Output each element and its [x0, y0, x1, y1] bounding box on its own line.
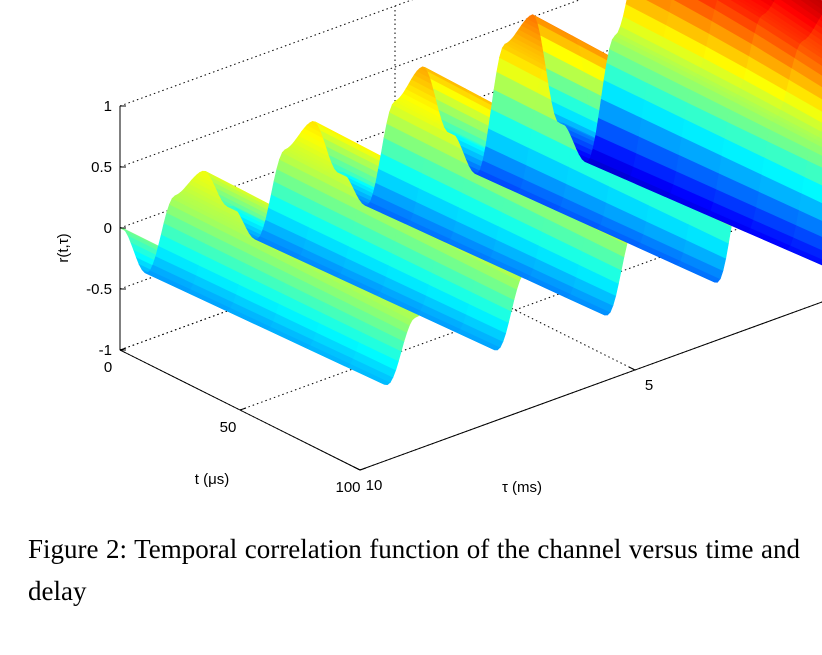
axes: 10.50-0.5-10501000510 [86, 98, 822, 496]
correlation-surface [119, 0, 822, 386]
surface-patch [751, 0, 772, 11]
axis-labels: r(t,τ) t (μs) τ (ms) [55, 233, 542, 496]
z-tick-label: -0.5 [86, 281, 112, 298]
tau-tick [628, 366, 636, 371]
t-tick [359, 467, 367, 471]
t-tick-label: 50 [220, 419, 237, 436]
surface-patch [815, 0, 822, 5]
tau-tick [353, 466, 361, 471]
t-tick [119, 347, 127, 351]
grid-line [119, 0, 581, 168]
surface-patch [760, 0, 774, 7]
figure-caption: Figure 2: Temporal correlation function … [28, 534, 800, 606]
tau-tick-label: 10 [366, 477, 383, 494]
z-axis-label: r(t,τ) [55, 233, 72, 262]
t-tick-label: 0 [104, 359, 112, 376]
t-tick [239, 407, 247, 411]
y-axis-label: τ (ms) [502, 479, 542, 496]
z-tick-label: -1 [99, 342, 112, 359]
grid-line [119, 0, 413, 107]
surface-plot: 10.50-0.5-10501000510 r(t,τ) t (μs) τ (m… [55, 0, 822, 496]
grid-line [239, 209, 791, 411]
z-tick-label: 0 [104, 220, 112, 237]
x-axis-label: t (μs) [195, 471, 229, 488]
surface-patch [770, 0, 775, 2]
surface-patch [697, 0, 718, 10]
z-tick-label: 1 [104, 98, 112, 115]
surface-patch [646, 0, 672, 13]
t-tick-label: 100 [335, 479, 360, 496]
tau-tick-label: 5 [645, 377, 653, 394]
z-tick-label: 0.5 [91, 159, 112, 176]
